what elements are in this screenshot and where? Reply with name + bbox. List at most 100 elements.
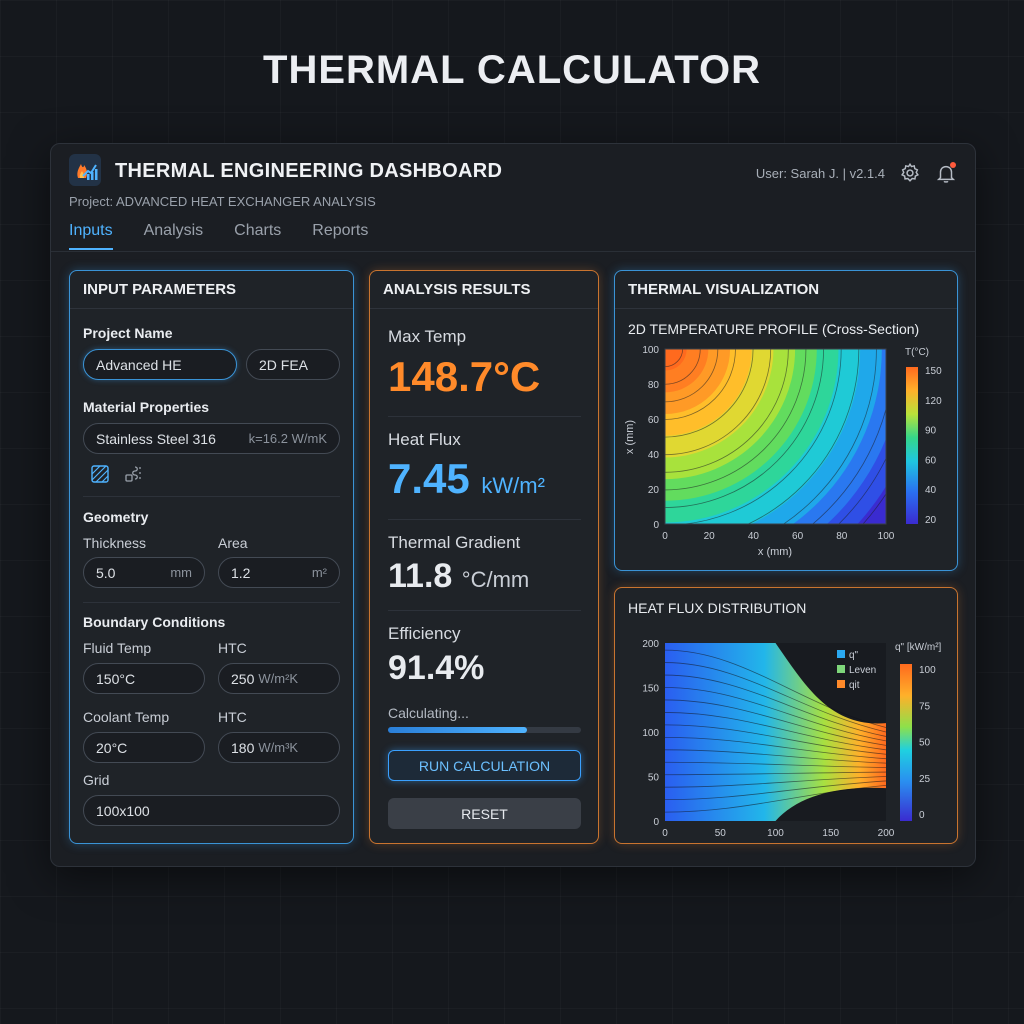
flux-streamline	[665, 649, 886, 728]
heat-flux-value: 7.45	[388, 455, 470, 502]
temperature-x-tick: 60	[792, 531, 804, 542]
temperature-colorbar-tick: 150	[925, 366, 942, 377]
htc-fluid-input[interactable]: 250 W/m²K	[218, 663, 340, 694]
tab-charts[interactable]: Charts	[234, 222, 282, 239]
thickness-input[interactable]: 5.0 mm	[83, 557, 205, 588]
method-select[interactable]: 2D FEA	[246, 349, 340, 380]
temperature-profile-title: 2D TEMPERATURE PROFILE (Cross-Section)	[628, 321, 920, 337]
temperature-x-axis-label: x (mm)	[758, 546, 792, 558]
htc-fluid-unit: W/m²K	[258, 671, 299, 686]
hatch-pattern-icon[interactable]	[91, 465, 109, 483]
flame-chart-logo-icon	[69, 154, 101, 186]
temperature-y-axis-label: x (mm)	[624, 420, 636, 454]
heat-flux-colorbar-tick: 25	[919, 774, 931, 785]
bell-icon[interactable]	[935, 162, 957, 184]
header-right: User: Sarah J. | v2.1.4	[756, 162, 957, 184]
temperature-x-tick: 20	[704, 531, 716, 542]
heat-flux-x-tick: 150	[822, 828, 839, 839]
progress-bar	[388, 727, 581, 733]
temperature-colorbar-tick: 90	[925, 426, 937, 437]
heat-flux-y-tick: 200	[642, 639, 659, 650]
heat-flux-colorbar-label: q" [kW/m²]	[895, 642, 942, 653]
temperature-colorbar-tick: 60	[925, 455, 937, 466]
app-title: THERMAL ENGINEERING DASHBOARD	[115, 160, 503, 182]
heat-flux-readout: 7.45 kW/m²	[388, 455, 545, 503]
grid-input[interactable]: 100x100	[83, 795, 340, 826]
heat-flux-colorbar-tick: 0	[919, 810, 925, 821]
htc-label: HTC	[218, 640, 247, 656]
thermal-gradient-label: Thermal Gradient	[388, 533, 521, 552]
heat-flux-legend-swatch	[837, 680, 845, 688]
grid-value: 100x100	[96, 802, 150, 819]
material-tool-icon[interactable]	[125, 465, 143, 483]
flux-streamline	[665, 761, 886, 768]
htc-label: HTC	[218, 709, 247, 725]
heat-flux-x-tick: 100	[767, 828, 784, 839]
temperature-y-tick: 80	[648, 380, 660, 391]
heat-flux-colorbar-tick: 100	[919, 665, 936, 676]
heat-flux-x-tick: 0	[662, 828, 668, 839]
user-info[interactable]: User: Sarah J. | v2.1.4	[755, 165, 885, 181]
heat-flux-chart: 0 50 100 150 200 0 50 100 150 200 q" Leven qit 100 7…	[642, 639, 942, 839]
flux-streamline	[665, 736, 886, 760]
heat-flux-legend-label: Leven	[849, 665, 876, 676]
coolant-temp-value: 20°C	[96, 739, 128, 756]
temperature-band	[665, 349, 687, 371]
thickness-unit: mm	[170, 565, 192, 580]
heat-flux-y-tick: 50	[648, 773, 660, 784]
coolant-temp-input[interactable]: 20°C	[83, 732, 205, 763]
flux-streamline	[665, 724, 886, 755]
tab-reports[interactable]: Reports	[312, 222, 369, 239]
tabs-divider	[51, 251, 975, 252]
temperature-x-tick: 100	[878, 531, 895, 542]
input-parameters-title: INPUT PARAMETERS	[70, 271, 353, 309]
gear-icon[interactable]	[899, 162, 921, 184]
notification-dot	[950, 162, 956, 168]
temperature-y-tick: 40	[648, 450, 660, 461]
thermal-visualization-title: THERMAL VISUALIZATION	[615, 271, 957, 309]
temperature-y-tick: 100	[642, 345, 659, 356]
htc-coolant-value: 180	[231, 739, 255, 756]
temperature-y-tick: 0	[653, 520, 659, 531]
heat-flux-y-tick: 150	[642, 684, 659, 695]
flux-streamline	[665, 662, 886, 733]
tab-inputs[interactable]: Inputs	[69, 222, 113, 250]
thickness-value: 5.0	[96, 564, 116, 581]
material-select[interactable]: Stainless Steel 316 k=16.2 W/mK	[83, 423, 340, 454]
heat-flux-legend-label: qit	[849, 680, 860, 691]
section-divider	[83, 496, 340, 497]
heat-flux-distribution-title: HEAT FLUX DISTRIBUTION	[628, 600, 807, 616]
project-name-input[interactable]: Advanced HE	[83, 349, 237, 380]
fluid-temp-input[interactable]: 150°C	[83, 663, 205, 694]
flux-streamline	[665, 749, 886, 764]
reset-button[interactable]: RESET	[388, 798, 581, 829]
metric-divider	[388, 519, 581, 520]
htc-coolant-input[interactable]: 180 W/m³K	[218, 732, 340, 763]
temperature-colorbar-tick: 20	[925, 515, 937, 526]
area-input[interactable]: 1.2 m²	[218, 557, 340, 588]
max-temp-value: 148.7°C	[388, 353, 541, 400]
area-value: 1.2	[231, 564, 251, 581]
section-divider	[83, 602, 340, 603]
temperature-colorbar-tick: 120	[925, 396, 942, 407]
dashboard-window: THERMAL ENGINEERING DASHBOARD Project: A…	[50, 143, 976, 867]
input-parameters-panel: INPUT PARAMETERS Project Name Advanced H…	[69, 270, 354, 844]
boundary-conditions-label: Boundary Conditions	[83, 614, 226, 630]
area-unit: m²	[311, 565, 327, 580]
flux-streamline	[665, 785, 886, 813]
tab-bar: Inputs Analysis Charts Reports	[69, 222, 368, 250]
heat-flux-x-tick: 200	[878, 828, 895, 839]
metric-divider	[388, 416, 581, 417]
project-name-line: Project: ADVANCED HEAT EXCHANGER ANALYSI…	[69, 194, 376, 209]
htc-coolant-unit: W/m³K	[258, 740, 299, 755]
fluid-temp-label: Fluid Temp	[83, 640, 152, 656]
run-calculation-button[interactable]: RUN CALCULATION	[388, 750, 581, 781]
efficiency-value: 91.4%	[388, 649, 485, 687]
temperature-x-tick: 0	[662, 531, 668, 542]
thermal-gradient-value: 11.8	[388, 557, 453, 595]
area-label: Area	[218, 535, 248, 551]
tab-analysis[interactable]: Analysis	[143, 222, 204, 239]
thermal-gradient-readout: 11.8 °C/mm	[388, 557, 529, 596]
heat-flux-unit: kW/m²	[481, 473, 545, 498]
